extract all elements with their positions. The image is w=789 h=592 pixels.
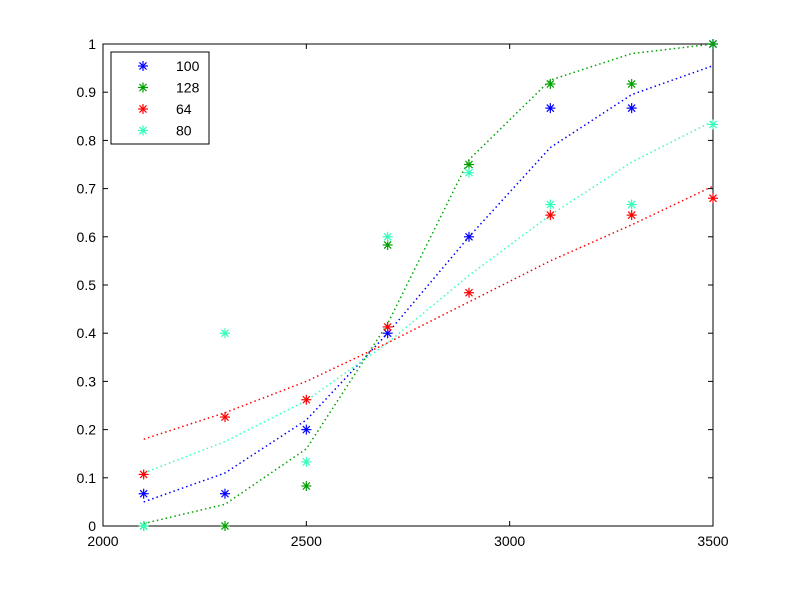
data-point-80 [708, 119, 718, 130]
data-point-64 [220, 412, 230, 423]
data-point-100 [220, 488, 230, 499]
data-point-64 [708, 193, 718, 204]
data-point-100 [138, 488, 149, 499]
data-point-80 [138, 521, 149, 531]
data-point-64 [382, 321, 393, 332]
y-tick-label: 0.8 [77, 132, 97, 148]
x-axis: 2000 2500 3000 3500 [87, 44, 729, 549]
data-point-128 [545, 79, 556, 90]
data-point-128 [626, 79, 637, 90]
y-tick-label: 0 [88, 518, 96, 534]
legend-label: 100 [176, 58, 200, 74]
data-point-128 [708, 39, 718, 49]
y-tick-label: 0.3 [77, 373, 97, 389]
legend: 100 128 64 80 [110, 51, 210, 145]
fit-lines [143, 43, 714, 525]
data-point-80 [220, 328, 230, 339]
legend-marker-128 [138, 82, 148, 93]
x-tick-label: 2000 [87, 533, 118, 549]
y-tick-label: 1 [88, 36, 96, 52]
legend-label: 80 [176, 123, 192, 139]
fit-line-64 [143, 185, 714, 440]
y-axis: 0 0.1 0.2 0.3 0.4 0.5 0.6 0.7 0.8 0.9 1 [77, 36, 713, 534]
data-point-64 [138, 469, 149, 480]
data-point-128 [301, 480, 312, 491]
y-tick-label: 0.9 [77, 84, 97, 100]
data-point-100 [301, 424, 312, 435]
data-point-64 [464, 287, 474, 298]
x-tick-label: 3000 [494, 533, 525, 549]
fit-line-100 [143, 64, 714, 503]
data-point-80 [301, 456, 312, 467]
y-tick-label: 0.6 [77, 229, 97, 245]
legend-label: 64 [176, 101, 192, 117]
data-point-64 [626, 210, 637, 221]
legend-marker-100 [138, 61, 148, 71]
y-tick-label: 0.2 [77, 422, 97, 438]
data-point-64 [301, 394, 312, 405]
data-point-64 [545, 210, 556, 221]
data-point-80 [464, 167, 474, 178]
data-point-80 [626, 199, 637, 210]
legend-box [110, 51, 210, 145]
legend-label: 128 [176, 80, 200, 96]
y-tick-label: 0.7 [77, 181, 97, 197]
x-tick-label: 2500 [291, 533, 322, 549]
data-point-100 [626, 103, 637, 114]
x-tick-label: 3500 [697, 533, 728, 549]
data-markers [138, 39, 718, 531]
legend-marker-64 [138, 104, 148, 114]
y-tick-label: 0.1 [77, 470, 97, 486]
data-point-100 [545, 103, 556, 114]
data-point-128 [220, 521, 230, 531]
data-point-80 [382, 231, 393, 242]
fit-line-128 [143, 43, 714, 525]
y-tick-label: 0.4 [77, 325, 97, 341]
legend-marker-80 [138, 125, 148, 136]
data-point-100 [464, 231, 474, 242]
y-tick-label: 0.5 [77, 277, 97, 293]
data-point-80 [545, 199, 556, 210]
